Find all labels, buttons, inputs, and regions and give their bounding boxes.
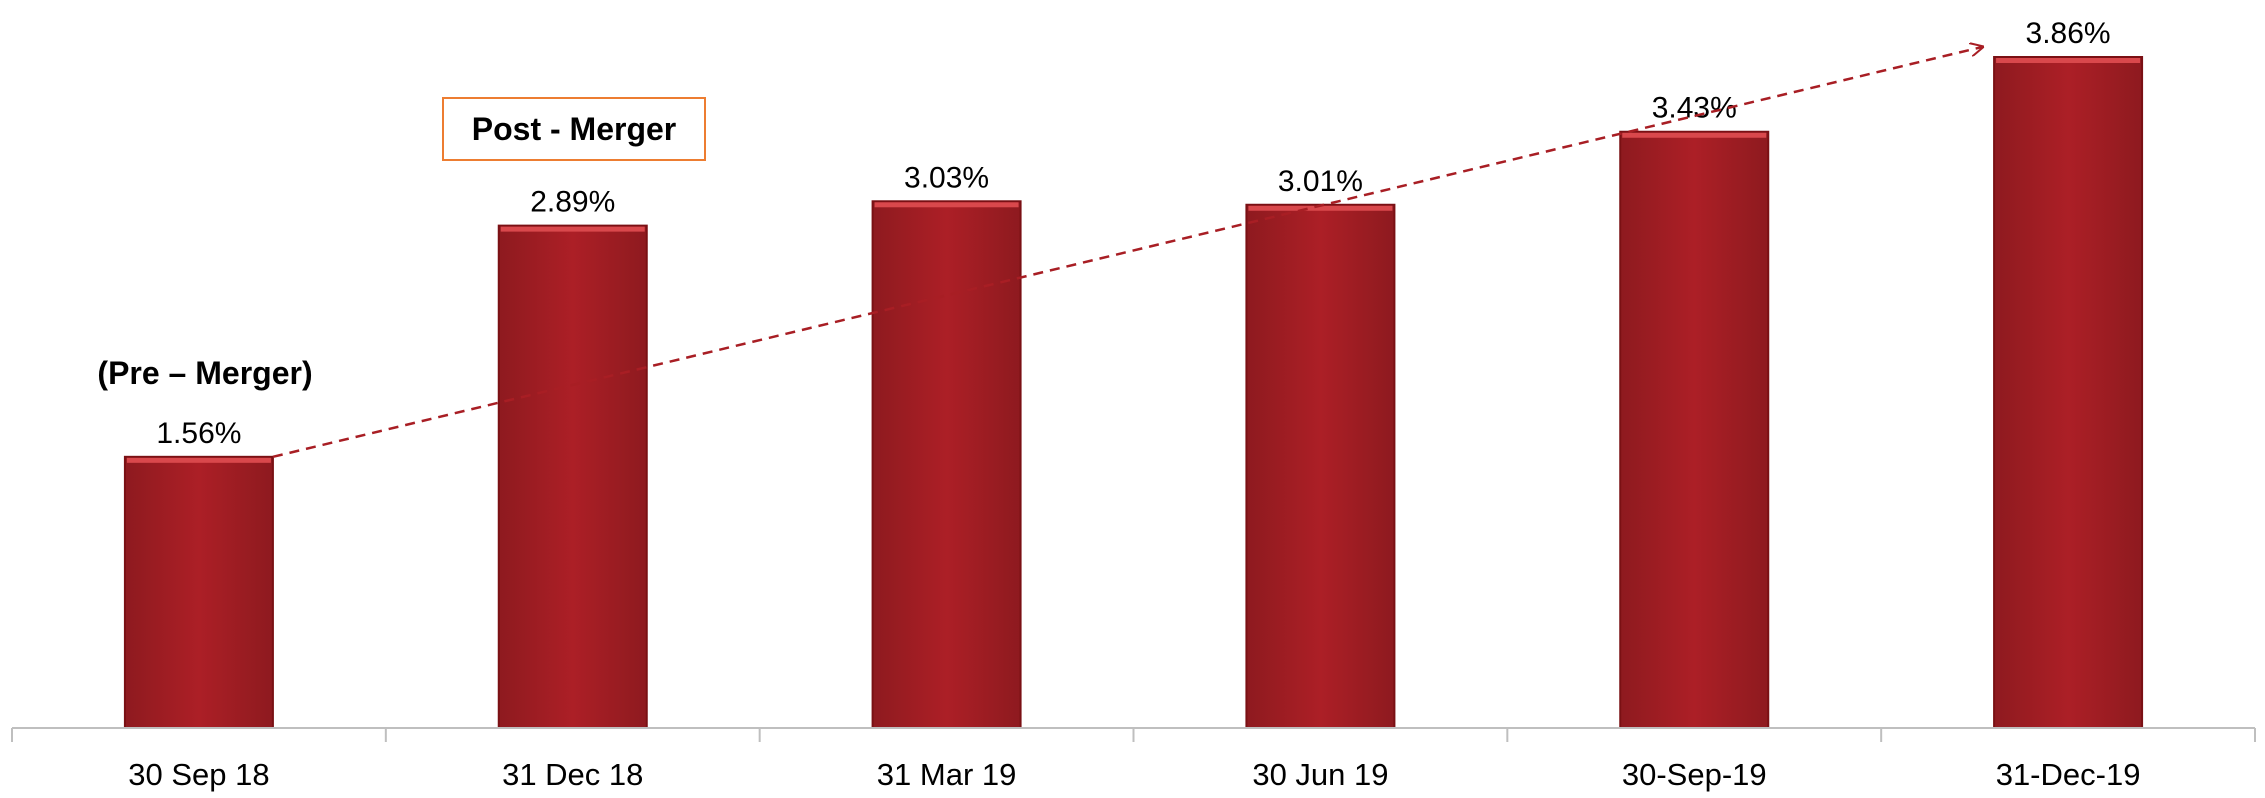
post-merger-callout-text: Post - Merger: [471, 110, 677, 147]
bar-top-highlight: [874, 202, 1019, 208]
trend-arrow: [272, 47, 1982, 459]
x-tick-label: 31 Dec 18: [502, 757, 643, 792]
post-merger-callout: Post - Merger: [442, 97, 706, 161]
x-tick-label: 30 Jun 19: [1252, 757, 1388, 792]
x-tick-labels-group: 30 Sep 18 31 Dec 18 31 Mar 19 30 Jun 19 30-S…: [128, 757, 2140, 792]
value-labels-group: 1.56% 2.89% 3.03% 3.01% 3.43% 3.86%: [156, 17, 2110, 450]
bar-top-highlight: [126, 457, 271, 463]
bar: [497, 224, 648, 729]
bar-value-label: 1.56%: [156, 417, 241, 450]
bar-value-label: 3.03%: [904, 161, 989, 194]
bar-value-label: 3.43%: [1652, 92, 1737, 125]
bar-top-highlight: [500, 226, 645, 232]
bar-top-highlight: [1248, 205, 1393, 211]
bar-value-label: 3.86%: [2026, 17, 2111, 50]
pre-merger-annotation: (Pre – Merger): [97, 355, 313, 391]
bar: [123, 455, 274, 729]
x-tick-label: 30-Sep-19: [1622, 757, 1767, 792]
x-axis: [11, 727, 2256, 742]
x-tick-label: 31 Mar 19: [877, 757, 1017, 792]
bar: [1245, 203, 1396, 729]
bar: [1993, 56, 2144, 729]
bar-top-highlight: [1622, 132, 1767, 138]
bar: [1619, 130, 1770, 729]
bar-value-label: 3.01%: [1278, 165, 1363, 198]
bar-top-highlight: [1996, 58, 2141, 63]
x-tick-label: 30 Sep 18: [128, 757, 269, 792]
bars-group: [123, 56, 2144, 729]
x-tick-label: 31-Dec-19: [1996, 757, 2141, 792]
bar-value-label: 2.89%: [530, 186, 615, 219]
bar: [871, 200, 1022, 729]
